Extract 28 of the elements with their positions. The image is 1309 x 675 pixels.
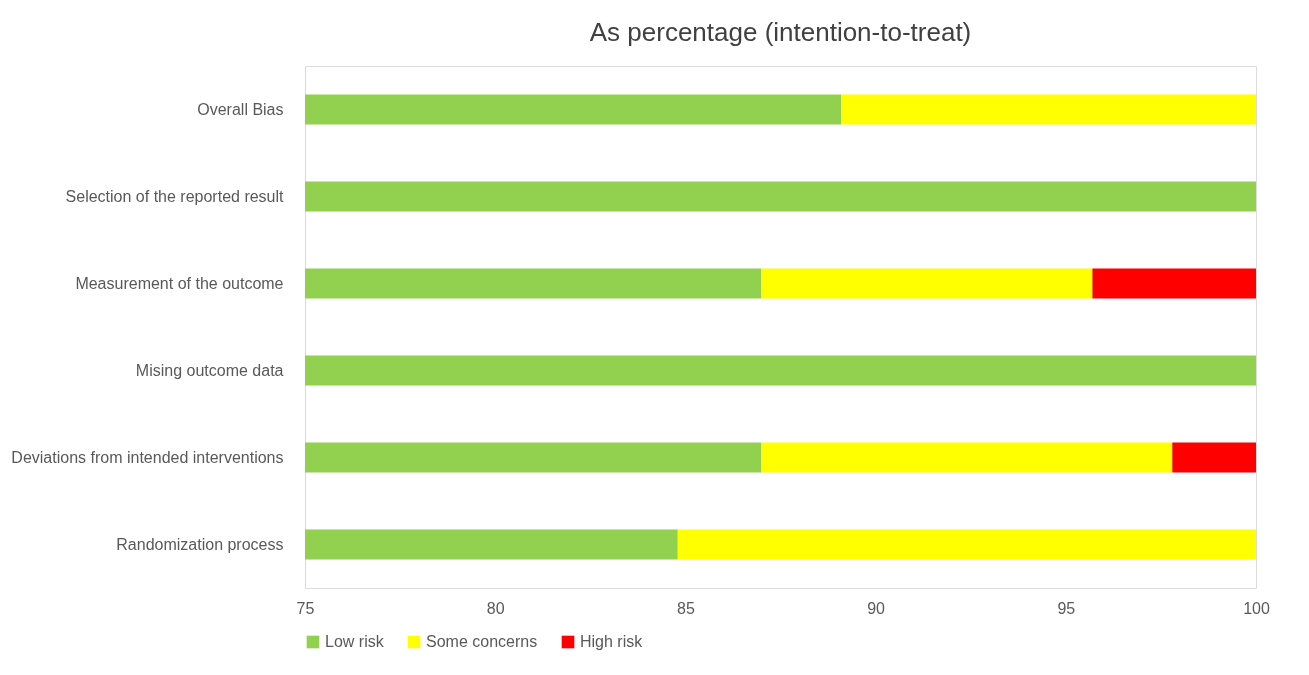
x-tick-label: 75 <box>296 599 315 617</box>
y-tick-label: Overall Bias <box>197 100 284 118</box>
bar <box>761 268 1093 299</box>
legend-label: Some concerns <box>426 633 538 650</box>
x-tick-label: 80 <box>486 599 505 617</box>
bar <box>305 94 842 125</box>
bar <box>1172 442 1256 473</box>
x-tick-label: 90 <box>867 599 886 617</box>
bar <box>677 529 1256 560</box>
bar <box>1092 268 1256 299</box>
x-tick-label: 85 <box>677 599 695 617</box>
bar <box>305 268 762 299</box>
y-tick-label: Measurement of the outcome <box>75 274 284 292</box>
bar <box>305 529 678 560</box>
legend-label: Low risk <box>325 633 385 650</box>
y-tick-label: Randomization process <box>116 535 284 553</box>
bar <box>305 355 1256 386</box>
legend-label: High risk <box>580 633 644 650</box>
y-tick-label: Deviations from intended interventions <box>11 448 284 466</box>
y-tick-label: Selection of the reported result <box>65 187 285 205</box>
bar <box>761 442 1173 473</box>
y-tick-label: Mising outcome data <box>135 361 284 379</box>
x-tick-label: 100 <box>1243 599 1270 617</box>
bar <box>305 442 762 473</box>
bar <box>305 181 1256 212</box>
chart-title: As percentage (intention-to-treat) <box>589 17 972 47</box>
x-tick-label: 95 <box>1057 599 1076 617</box>
bar <box>841 94 1256 125</box>
